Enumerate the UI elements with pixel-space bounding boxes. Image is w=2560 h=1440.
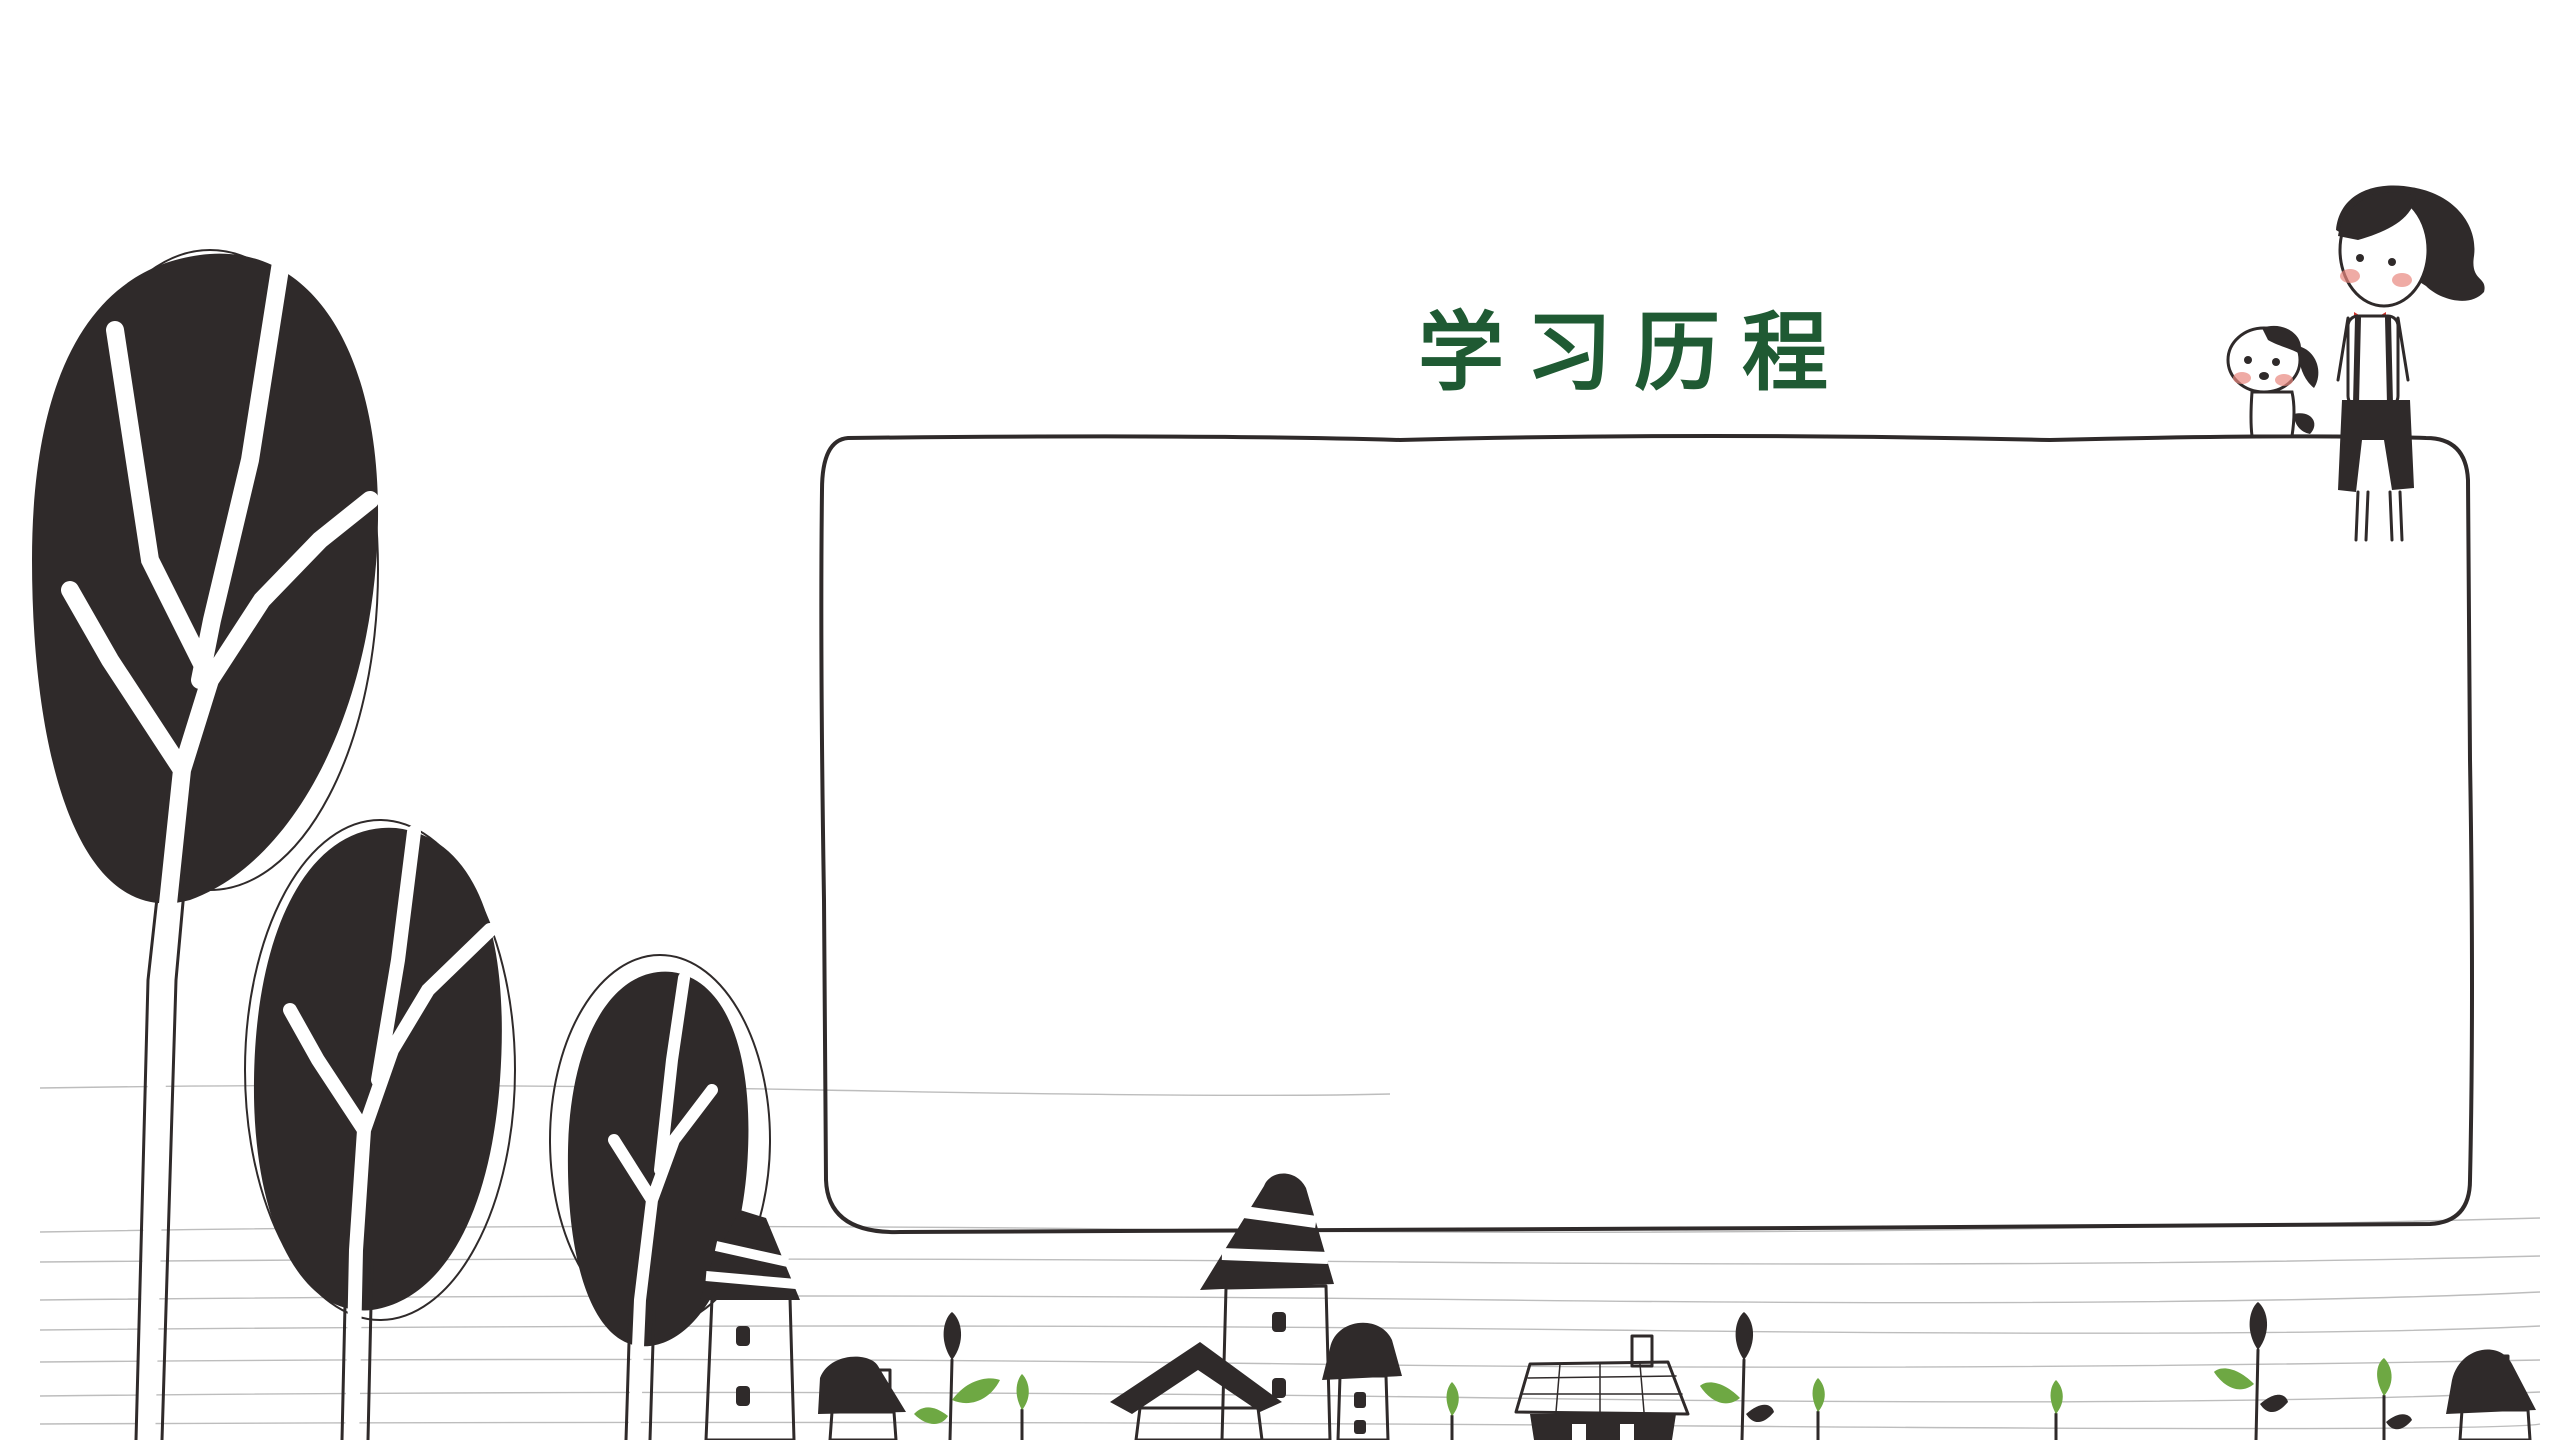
house-icon (1200, 1173, 1334, 1440)
house-icon (1322, 1322, 1402, 1440)
sprout-icon (2214, 1302, 2288, 1440)
house-icon (1514, 1334, 1690, 1440)
house-icon (818, 1356, 906, 1440)
sprout-icon (1016, 1374, 1029, 1440)
hand-drawn-frame (819, 434, 2474, 1235)
sprout-icon (1700, 1312, 1774, 1440)
house-icon (700, 1210, 800, 1440)
sprout-icon (914, 1312, 1000, 1440)
tree-icon (549, 954, 771, 1440)
house-icon (2446, 1349, 2536, 1440)
girl-character (2336, 185, 2485, 542)
house-icon (1110, 1342, 1282, 1440)
sprout-icon (1812, 1378, 1825, 1440)
sprout-icon (1446, 1382, 1459, 1440)
tree-icon (32, 247, 379, 1440)
tree-icon (244, 819, 516, 1440)
sprout-icon (2377, 1358, 2412, 1440)
sprout-icon (2050, 1380, 2063, 1440)
dog-character (2226, 325, 2319, 438)
slide-title: 学习历程 (1418, 303, 1850, 403)
